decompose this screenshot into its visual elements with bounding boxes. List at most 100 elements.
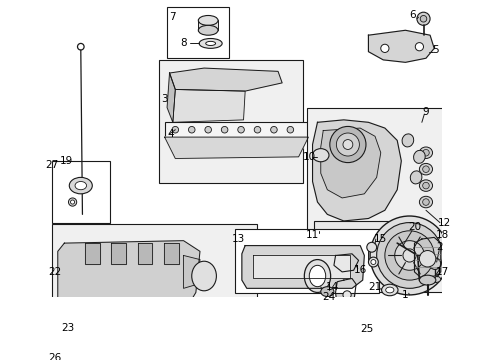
Ellipse shape	[199, 39, 222, 48]
Ellipse shape	[198, 25, 218, 35]
Circle shape	[336, 133, 359, 156]
Polygon shape	[414, 237, 440, 279]
Circle shape	[422, 199, 428, 205]
Bar	[235, 229, 378, 293]
Circle shape	[70, 200, 75, 204]
Circle shape	[384, 231, 433, 280]
Ellipse shape	[69, 177, 92, 194]
Ellipse shape	[413, 150, 425, 163]
Bar	[159, 60, 302, 183]
Polygon shape	[172, 89, 244, 122]
Bar	[52, 161, 109, 222]
Circle shape	[204, 126, 211, 133]
Bar	[164, 122, 308, 137]
Ellipse shape	[381, 284, 397, 296]
Circle shape	[419, 15, 426, 22]
Text: 24: 24	[322, 292, 335, 302]
Circle shape	[376, 222, 442, 288]
Circle shape	[422, 166, 428, 172]
Polygon shape	[167, 73, 175, 122]
Ellipse shape	[409, 171, 421, 184]
Circle shape	[172, 126, 178, 133]
Polygon shape	[367, 30, 433, 62]
Circle shape	[416, 12, 429, 25]
Ellipse shape	[419, 196, 432, 208]
Ellipse shape	[205, 41, 215, 45]
Text: 18: 18	[435, 230, 448, 240]
Ellipse shape	[312, 149, 328, 162]
Text: 23: 23	[61, 323, 74, 333]
Ellipse shape	[419, 147, 432, 158]
Ellipse shape	[419, 163, 432, 175]
Circle shape	[369, 216, 448, 295]
Polygon shape	[320, 128, 380, 198]
Polygon shape	[137, 243, 152, 264]
Text: 26: 26	[48, 353, 61, 360]
Ellipse shape	[428, 276, 440, 283]
Circle shape	[370, 260, 375, 265]
Circle shape	[380, 44, 388, 53]
Text: 7: 7	[169, 12, 176, 22]
Polygon shape	[312, 120, 401, 221]
Polygon shape	[111, 243, 126, 264]
Ellipse shape	[320, 287, 333, 297]
Bar	[167, 7, 228, 58]
Circle shape	[342, 140, 352, 149]
Circle shape	[221, 126, 227, 133]
Polygon shape	[333, 254, 358, 272]
Ellipse shape	[75, 181, 86, 190]
Text: 13: 13	[231, 234, 244, 244]
Text: 27: 27	[45, 160, 59, 170]
Circle shape	[68, 198, 77, 206]
Circle shape	[367, 257, 378, 267]
Polygon shape	[102, 305, 123, 315]
Text: 15: 15	[373, 234, 386, 244]
Bar	[198, 21, 218, 30]
Polygon shape	[242, 246, 364, 288]
Ellipse shape	[419, 180, 432, 192]
Circle shape	[402, 249, 415, 262]
Ellipse shape	[110, 333, 133, 347]
Text: 11: 11	[305, 230, 319, 240]
Text: 25: 25	[360, 324, 373, 334]
Text: 14: 14	[325, 282, 338, 292]
Bar	[52, 224, 257, 360]
Text: 8: 8	[180, 39, 186, 49]
Bar	[314, 221, 387, 231]
Text: 19: 19	[60, 156, 73, 166]
Text: 3: 3	[161, 94, 167, 104]
Circle shape	[254, 126, 260, 133]
Text: 5: 5	[431, 45, 438, 55]
Polygon shape	[85, 243, 100, 264]
Polygon shape	[183, 256, 200, 288]
Ellipse shape	[419, 275, 435, 285]
Text: 4: 4	[167, 129, 174, 139]
Circle shape	[286, 126, 293, 133]
Ellipse shape	[304, 260, 330, 292]
Text: 21: 21	[367, 282, 381, 292]
Circle shape	[342, 291, 350, 299]
Text: 16: 16	[353, 265, 366, 275]
Polygon shape	[163, 243, 178, 264]
Polygon shape	[164, 137, 308, 158]
Polygon shape	[253, 256, 349, 279]
Circle shape	[414, 42, 423, 51]
Circle shape	[237, 126, 244, 133]
Ellipse shape	[308, 265, 325, 287]
Text: 22: 22	[48, 267, 61, 277]
Text: 20: 20	[407, 222, 420, 232]
Text: 17: 17	[435, 267, 448, 277]
Bar	[64, 321, 208, 360]
Circle shape	[394, 241, 424, 270]
Ellipse shape	[385, 287, 393, 293]
Ellipse shape	[139, 333, 162, 347]
Circle shape	[270, 126, 277, 133]
Bar	[306, 108, 474, 292]
Text: 2: 2	[436, 242, 442, 252]
Polygon shape	[72, 305, 94, 315]
Text: 6: 6	[408, 10, 415, 21]
Bar	[367, 247, 378, 262]
Circle shape	[329, 126, 365, 163]
Ellipse shape	[198, 15, 218, 25]
Circle shape	[366, 242, 376, 252]
